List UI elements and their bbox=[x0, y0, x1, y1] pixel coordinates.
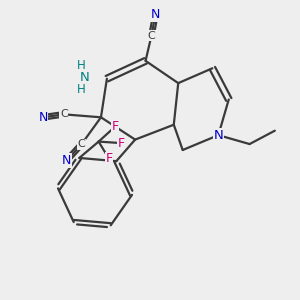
Text: F: F bbox=[106, 152, 112, 165]
Text: N: N bbox=[151, 8, 160, 21]
Text: C: C bbox=[148, 31, 155, 40]
Text: N: N bbox=[62, 154, 71, 167]
Text: F: F bbox=[111, 120, 118, 133]
Text: F: F bbox=[117, 136, 124, 150]
Text: N: N bbox=[80, 71, 89, 84]
Text: H: H bbox=[77, 59, 86, 72]
Text: N: N bbox=[214, 129, 223, 142]
Text: N: N bbox=[38, 111, 48, 124]
Text: C: C bbox=[78, 139, 86, 149]
Text: H: H bbox=[77, 82, 86, 96]
Text: C: C bbox=[60, 109, 68, 119]
